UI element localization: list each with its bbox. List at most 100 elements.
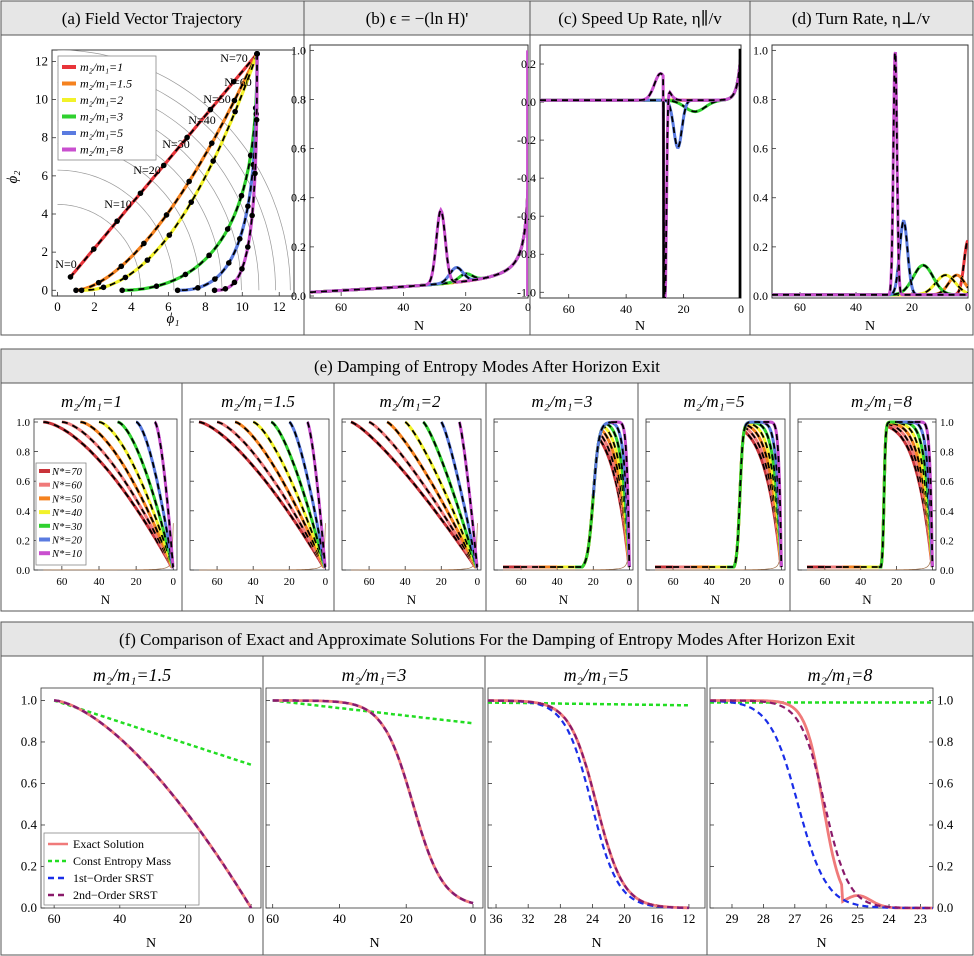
panel-f-label: m₂/m₁=3 <box>342 665 407 685</box>
n-marker <box>160 162 167 169</box>
legend-label: m₂/m₁=1.5 <box>80 77 132 91</box>
n-marker <box>174 287 181 294</box>
nstar-approx-40 <box>98 421 174 568</box>
n-marker <box>226 260 232 266</box>
x-tick-label: 12 <box>273 299 286 314</box>
x-tick-label: 20 <box>906 300 918 314</box>
nstar-approx-50 <box>80 421 174 568</box>
x-tick-label: 25 <box>851 911 864 926</box>
x-tick-label: 0 <box>248 911 255 926</box>
row2: (e) Damping of Entropy Modes After Horiz… <box>0 348 974 612</box>
y-tick-label: 0.0 <box>16 565 30 577</box>
panel-f-label: m₂/m₁=5 <box>564 665 629 685</box>
y-tick-label: 0.4 <box>16 506 30 518</box>
y-tick-label: 0.6 <box>291 142 306 156</box>
nstar-curve-50 <box>842 421 934 569</box>
n-label: N=10 <box>104 197 131 211</box>
y-tick-label: 0.2 <box>291 240 306 254</box>
x-tick-label: 40 <box>552 576 564 588</box>
n-marker <box>119 287 125 294</box>
nstar-curve-70 <box>503 437 631 569</box>
nstar-approx-10 <box>610 421 631 568</box>
x-axis-label: N <box>559 592 569 607</box>
x-tick-label: 40 <box>855 576 867 588</box>
n-marker <box>208 140 215 146</box>
x-tick-label: 60 <box>819 576 831 588</box>
nstar-approx-60 <box>368 421 478 568</box>
x-tick-label: 20 <box>678 302 690 316</box>
y-tick-label: 10 <box>35 92 48 107</box>
y-tick-label: 0.8 <box>21 734 37 749</box>
nstar-approx-60 <box>673 426 783 568</box>
n-marker <box>212 276 218 282</box>
panel-e-label: m₂/m₁=1 <box>61 392 122 411</box>
legend-label: m₂/m₁=3 <box>80 110 123 124</box>
panel-a-n-labels: N=0 N=10 N=20N=30 N=40 N=50 N=60 N=70 <box>55 51 251 271</box>
n-marker <box>100 284 107 291</box>
background-curve <box>351 523 478 571</box>
x-axis-label: N <box>591 936 601 951</box>
x-axis-label: N <box>101 592 111 607</box>
x-tick-label: 60 <box>335 300 347 314</box>
nstar-approx-40 <box>404 421 478 568</box>
x-tick-label: 10 <box>236 299 249 314</box>
legend-label: m₂/m₁=2 <box>80 93 123 107</box>
y-tick-label: 0.8 <box>291 92 306 106</box>
nstar-approx-10 <box>763 421 783 568</box>
panel-b-xlabel: N <box>414 319 424 334</box>
legend-label: m₂/m₁=5 <box>80 126 123 140</box>
x-tick-label: 60 <box>212 576 224 588</box>
nstar-curve-70 <box>350 420 478 569</box>
panel-e-6: m₂/m₁=8 60 40 20 0 0.0 0.2 0.4 0.6 0.8 1.0 N <box>797 383 974 611</box>
nstar-approx-10 <box>914 421 934 568</box>
y-tick-label: 1.0 <box>21 692 37 707</box>
panel-f-4: m₂/m₁=8 29 28 27 26 25 24 23 0.0 0.2 0.4 0.6 0.8 1.0 N <box>709 656 974 955</box>
n-marker <box>137 190 144 197</box>
x-tick-label: 12 <box>682 911 695 926</box>
x-tick-label: 0 <box>470 911 477 926</box>
const-entropy-mass-curve <box>272 699 474 725</box>
n-marker <box>239 266 245 272</box>
nstar-approx-20 <box>288 421 326 568</box>
nstar-approx-70 <box>655 429 783 568</box>
nstar-approx-40 <box>252 421 326 568</box>
x-axis-label: N <box>255 592 265 607</box>
x-axis-label: N <box>816 936 826 951</box>
y-tick-label: 12 <box>35 53 48 68</box>
x-tick-label: 20 <box>891 576 903 588</box>
panel-d-curves <box>772 51 968 297</box>
panel-c-xlabel: N <box>635 319 645 334</box>
nstar-approx-10 <box>154 421 174 568</box>
n-label: N=50 <box>203 92 230 106</box>
x-tick-label: 29 <box>725 911 738 926</box>
panel-e-4: m₂/m₁=3 60 40 20 0 N <box>493 383 639 611</box>
panel-c-title: (c) Speed Up Rate, η∥/v <box>558 9 722 28</box>
n-marker <box>230 78 237 85</box>
speedup-approx-1 <box>540 62 741 102</box>
panel-a-trajectories <box>67 51 260 294</box>
n-label: N=70 <box>220 51 247 65</box>
nstar-approx-50 <box>842 421 934 568</box>
y-tick-label: 1.0 <box>16 417 30 429</box>
n-marker <box>153 283 160 289</box>
x-tick-label: 23 <box>914 911 927 926</box>
x-tick-label: 60 <box>56 576 68 588</box>
x-axis-label: N <box>711 592 721 607</box>
row1-headers: (a) Field Vector Trajectory (b) ϵ = −(ln… <box>0 0 974 336</box>
x-tick-label: 24 <box>883 911 897 926</box>
x-tick-label: 0 <box>627 576 633 588</box>
y-tick-label: 0.4 <box>753 191 768 205</box>
n-marker <box>222 286 229 292</box>
x-tick-label: 0 <box>171 576 177 588</box>
speedup-curve-3 <box>540 62 741 102</box>
n-marker <box>144 257 151 263</box>
n-marker <box>224 226 231 232</box>
nstar-curve-20 <box>288 420 327 569</box>
exact-solution-curve <box>710 699 933 910</box>
x-tick-label: 60 <box>266 911 279 926</box>
n-marker <box>78 287 85 294</box>
n-marker <box>163 212 170 218</box>
background-curve <box>807 523 933 571</box>
y-tick-label: -0.6 <box>517 209 536 223</box>
y-tick-label: 2 <box>42 244 49 259</box>
